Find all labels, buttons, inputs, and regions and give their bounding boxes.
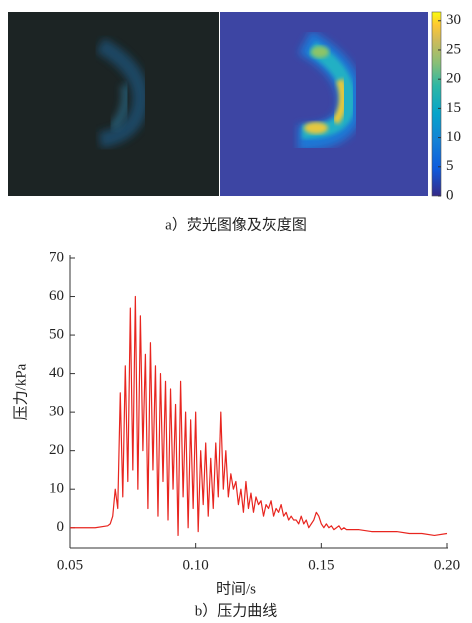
colorbar-tick-label: 30	[446, 12, 461, 28]
colorbar-tick-label: 10	[446, 129, 461, 145]
colorbar-tick-label: 15	[446, 100, 461, 116]
fluorescence-image	[8, 12, 219, 196]
colorbar	[431, 11, 442, 197]
y-tick-label: 10	[49, 481, 64, 497]
y-tick-label: 50	[49, 327, 64, 343]
gray-map	[220, 12, 428, 196]
y-axis-label: 压力/kPa	[12, 363, 29, 420]
y-tick-label: 30	[49, 404, 64, 420]
y-tick-label: 40	[49, 365, 64, 381]
y-tick-label: 60	[49, 288, 64, 304]
x-tick-label: 0.20	[434, 557, 460, 573]
colorbar-tick-label: 25	[446, 41, 461, 57]
y-tick-label: 20	[49, 442, 64, 458]
y-tick-label: 70	[49, 249, 64, 265]
y-tick-label: 0	[57, 519, 65, 535]
colorbar-tick-label: 0	[446, 187, 454, 203]
pressure-line	[70, 295, 448, 537]
x-tick-label: 0.10	[183, 557, 209, 573]
caption: a）荧光图像及灰度图	[165, 216, 307, 233]
colorbar-tick-label: 5	[446, 158, 454, 174]
x-axis-label: 时间/s	[216, 580, 256, 597]
x-tick-label: 0.05	[57, 557, 83, 573]
x-tick-label: 0.15	[308, 557, 334, 573]
caption: b）压力曲线	[195, 602, 278, 619]
colorbar-tick-label: 20	[446, 71, 461, 87]
